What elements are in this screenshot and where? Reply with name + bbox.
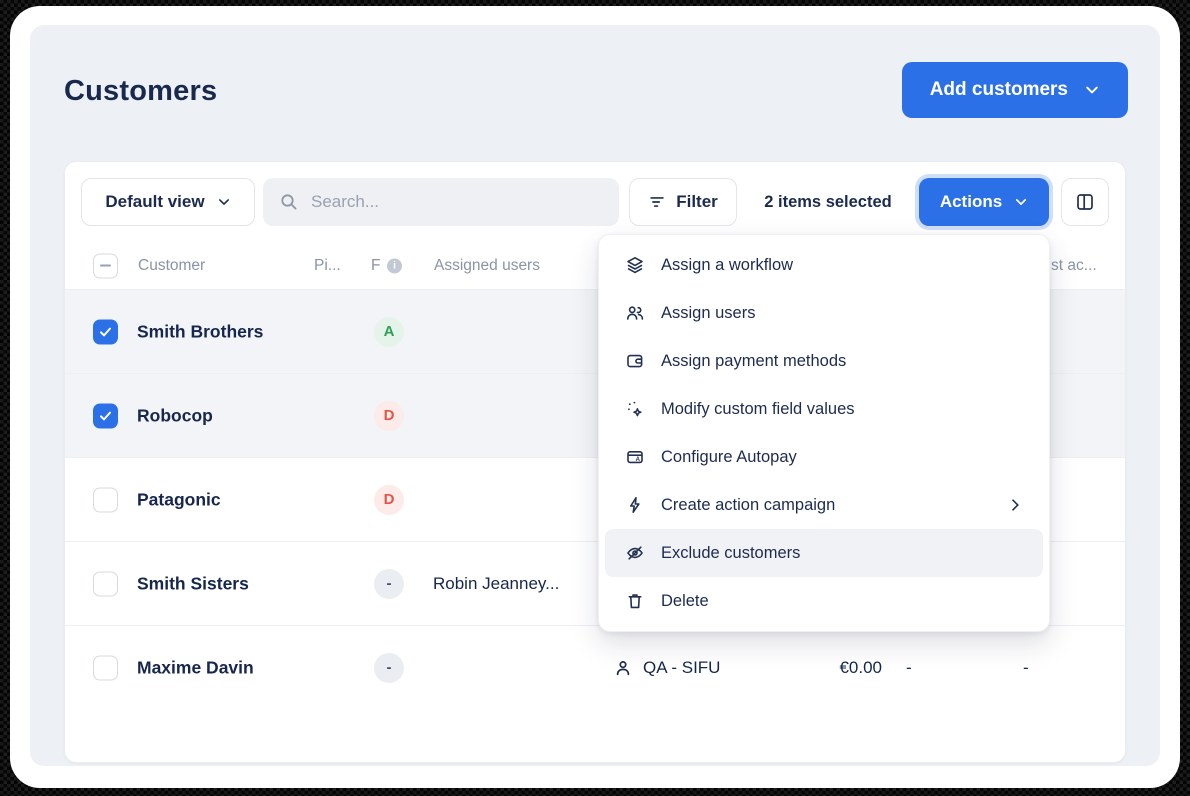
menu-item-assign-workflow[interactable]: Assign a workflow xyxy=(605,241,1043,289)
table-toolbar: Default view Filter xyxy=(65,162,1125,242)
assigned-users-cell: Robin Jeanney... xyxy=(433,573,560,593)
owner-label: QA - SIFU xyxy=(643,657,721,677)
customer-name[interactable]: Smith Sisters xyxy=(137,573,249,593)
column-header-assigned-users[interactable]: Assigned users xyxy=(434,256,540,274)
users-icon xyxy=(625,303,645,323)
autopay-card-icon: A xyxy=(625,447,645,467)
chevron-right-icon xyxy=(1007,497,1023,513)
customer-name[interactable]: Patagonic xyxy=(137,489,221,509)
select-all-checkbox[interactable] xyxy=(93,253,118,278)
menu-item-label: Configure Autopay xyxy=(661,447,797,466)
chevron-down-icon xyxy=(1084,82,1100,98)
table-row[interactable]: Maxime Davin - QA - SIFU €0.00 - - xyxy=(65,625,1125,709)
column-header-frequency[interactable]: F xyxy=(371,256,381,274)
actions-button[interactable]: Actions xyxy=(919,178,1049,226)
row-checkbox[interactable] xyxy=(93,403,118,428)
menu-item-assign-payment-methods[interactable]: Assign payment methods xyxy=(605,337,1043,385)
eye-off-icon xyxy=(625,543,645,563)
row-checkbox[interactable] xyxy=(93,487,118,512)
status-badge: A xyxy=(374,316,404,347)
add-customers-button[interactable]: Add customers xyxy=(901,62,1128,118)
status-badge: - xyxy=(374,652,404,683)
column-header-last-activity[interactable]: st ac... xyxy=(1051,256,1097,274)
add-customers-label: Add customers xyxy=(929,79,1068,100)
sparkle-icon xyxy=(625,399,645,419)
menu-item-label: Assign users xyxy=(661,303,756,322)
filter-button[interactable]: Filter xyxy=(629,178,737,226)
customers-table-card: Default view Filter xyxy=(64,161,1126,763)
filter-label: Filter xyxy=(676,192,718,211)
view-selector[interactable]: Default view xyxy=(81,178,255,226)
bolt-icon xyxy=(625,495,645,515)
customer-name[interactable]: Robocop xyxy=(137,405,213,425)
search-input-wrapper xyxy=(263,178,619,226)
svg-text:A: A xyxy=(636,457,641,463)
row-checkbox[interactable] xyxy=(93,319,118,344)
menu-item-exclude-customers[interactable]: Exclude customers xyxy=(605,529,1043,577)
info-icon[interactable]: i xyxy=(387,258,402,273)
menu-item-label: Modify custom field values xyxy=(661,399,855,418)
column-header-pipeline[interactable]: Pi... xyxy=(314,256,341,274)
check-icon xyxy=(100,327,111,336)
balance-cell: €0.00 xyxy=(839,657,882,677)
chevron-down-icon xyxy=(217,195,231,209)
customer-name[interactable]: Maxime Davin xyxy=(137,657,254,677)
menu-item-modify-custom-fields[interactable]: Modify custom field values xyxy=(605,385,1043,433)
menu-item-label: Assign a workflow xyxy=(661,255,794,274)
check-icon xyxy=(100,411,111,420)
columns-layout-icon xyxy=(1075,192,1095,212)
menu-item-label: Create action campaign xyxy=(661,495,836,514)
table-header-row: Customer Pi... F i Assigned users st ac.… xyxy=(65,242,1125,289)
column-header-customer[interactable]: Customer xyxy=(138,256,206,274)
status-badge: D xyxy=(374,400,404,431)
menu-item-label: Delete xyxy=(661,591,709,610)
search-icon xyxy=(279,192,299,212)
trash-icon xyxy=(625,591,645,611)
layers-icon xyxy=(625,255,645,275)
menu-item-assign-users[interactable]: Assign users xyxy=(605,289,1043,337)
search-input[interactable] xyxy=(311,192,603,212)
page-title: Customers xyxy=(64,75,218,107)
owner-cell: QA - SIFU xyxy=(613,658,720,678)
misc-cell: - xyxy=(906,657,912,677)
row-checkbox[interactable] xyxy=(93,655,118,680)
menu-item-create-action-campaign[interactable]: Create action campaign xyxy=(605,481,1043,529)
view-selector-label: Default view xyxy=(105,192,205,211)
menu-item-delete[interactable]: Delete xyxy=(605,577,1043,625)
status-badge: D xyxy=(374,484,404,515)
columns-layout-button[interactable] xyxy=(1061,178,1109,226)
person-icon xyxy=(613,658,633,678)
chevron-down-icon xyxy=(1014,195,1028,209)
last-activity-cell: - xyxy=(1023,657,1029,677)
menu-item-label: Exclude customers xyxy=(661,543,801,562)
customer-name[interactable]: Smith Brothers xyxy=(137,321,264,341)
menu-item-configure-autopay[interactable]: A Configure Autopay xyxy=(605,433,1043,481)
filter-lines-icon xyxy=(648,193,666,211)
actions-label: Actions xyxy=(939,192,1003,211)
menu-item-label: Assign payment methods xyxy=(661,351,847,370)
row-checkbox[interactable] xyxy=(93,571,118,596)
wallet-icon xyxy=(625,351,645,371)
actions-dropdown-menu: Assign a workflow Assign users Assign pa… xyxy=(598,234,1050,632)
selection-status: 2 items selected xyxy=(764,192,892,211)
status-badge: - xyxy=(374,568,404,599)
